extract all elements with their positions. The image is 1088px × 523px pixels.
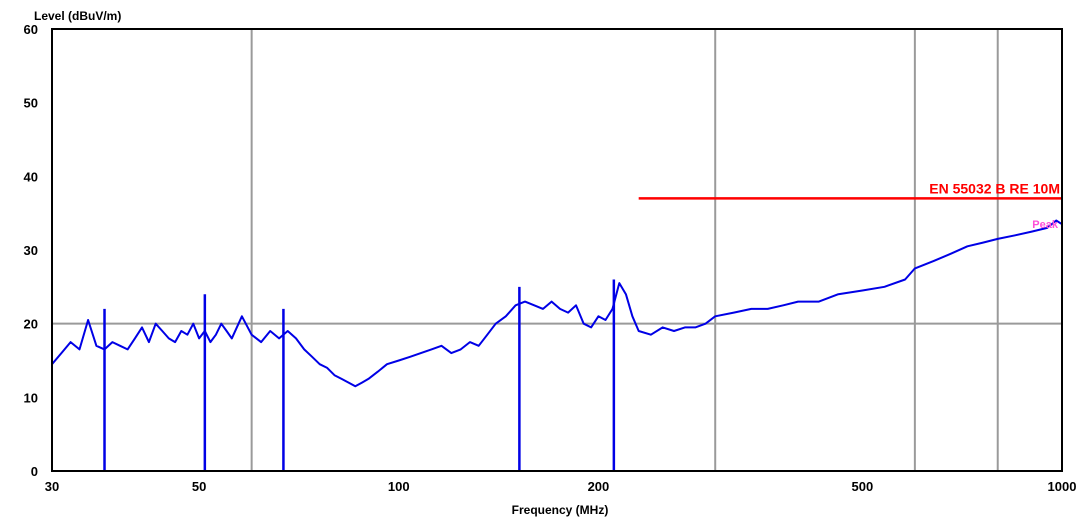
x-tick-label: 50	[192, 479, 206, 494]
grid-lines	[52, 29, 1062, 471]
x-tick-label: 200	[588, 479, 610, 494]
y-tick-label: 20	[24, 317, 38, 332]
y-tick-label: 30	[24, 243, 38, 258]
x-axis-title: Frequency (MHz)	[512, 503, 609, 517]
y-tick-label: 60	[24, 22, 38, 37]
x-tick-label: 500	[852, 479, 874, 494]
x-tick-label: 30	[45, 479, 59, 494]
tick-labels: 30 50 100 200 500 1000 0 10 20 30 40 50 60	[24, 22, 1077, 494]
plot-frame	[51, 28, 1063, 472]
y-tick-label: 40	[24, 169, 38, 184]
y-tick-label: 50	[24, 96, 38, 111]
y-tick-label: 0	[31, 464, 38, 479]
x-tick-label: 1000	[1048, 479, 1077, 494]
y-tick-label: 10	[24, 390, 38, 405]
x-tick-label: 100	[388, 479, 410, 494]
emission-trace	[51, 219, 1063, 388]
limit-line-label: EN 55032 B RE 10M	[929, 180, 1060, 196]
data-layer: EN 55032 B RE 10M Peak	[51, 180, 1063, 471]
peak-marker-label: Peak	[1032, 219, 1059, 231]
y-axis-title: Level (dBuV/m)	[34, 9, 121, 23]
